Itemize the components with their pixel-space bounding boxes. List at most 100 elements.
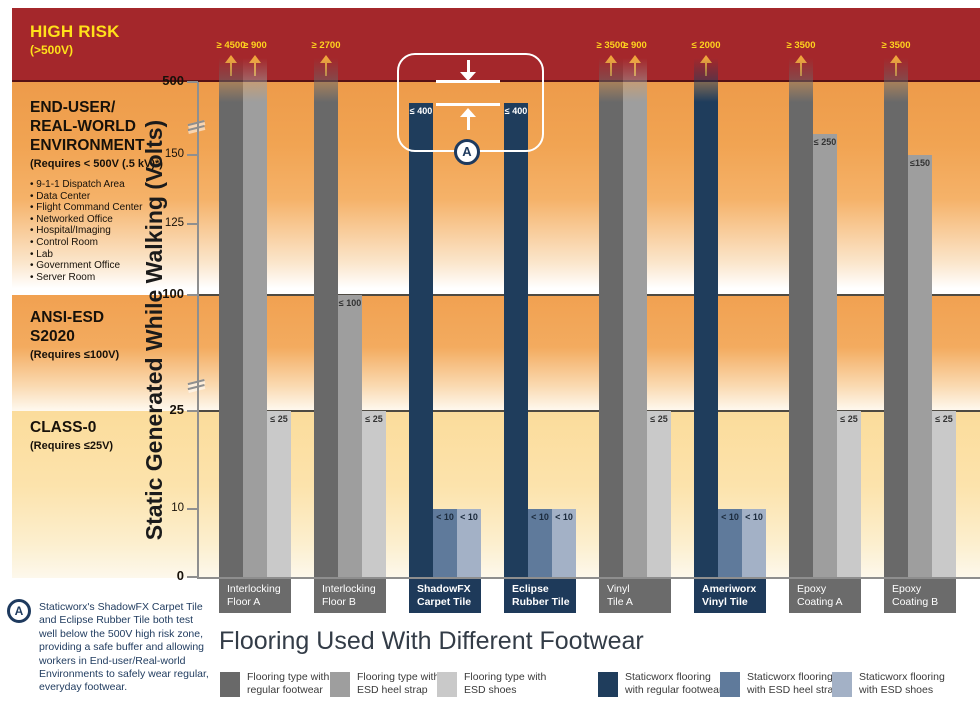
- category-label: ShadowFX Carpet Tile: [409, 579, 481, 613]
- bar: [789, 58, 813, 577]
- bar-value-label: ≥ 900: [623, 40, 647, 51]
- bar-value-label: < 10: [436, 512, 454, 522]
- bar: [694, 58, 718, 577]
- bar: [599, 58, 623, 577]
- legend-item: Flooring type with ESD shoes: [437, 671, 546, 697]
- bar-value-label: ≥ 4500: [216, 40, 246, 51]
- bar-value-label: ≤ 400: [504, 105, 528, 116]
- category-label-line: Ameriworx: [702, 583, 757, 595]
- y-tick-label: 25: [169, 402, 184, 417]
- bar-value-label: ≤ 400: [409, 105, 433, 116]
- callout-up-arrowhead: [460, 108, 476, 117]
- category-label: Epoxy Coating A: [789, 579, 861, 613]
- bar-value-label: < 10: [531, 512, 549, 522]
- category-label: Epoxy Coating B: [884, 579, 956, 613]
- callout-500v-line: [436, 80, 500, 83]
- bar-value-label: ≥ 3500: [786, 40, 816, 51]
- bar: ≤ 25: [647, 411, 671, 577]
- category-label-line: Vinyl Tile: [702, 596, 748, 608]
- bar: [314, 58, 338, 577]
- bar-value-label: ≤ 100: [338, 298, 362, 308]
- y-tick-label: 10: [171, 502, 184, 514]
- bar-value-label: ≤ 25: [935, 414, 953, 424]
- legend-label-line: Flooring type with: [247, 671, 330, 683]
- category-label-line: Interlocking: [227, 583, 281, 595]
- bar: < 10: [528, 509, 552, 577]
- y-tick-label: 500: [162, 73, 184, 88]
- bar: ≤ 250: [813, 134, 837, 577]
- category-label: Ameriworx Vinyl Tile: [694, 579, 766, 613]
- bar-value-label: ≥ 2700: [311, 40, 341, 51]
- y-tick-label: 150: [164, 148, 184, 160]
- zone-example: Hospital/Imaging: [30, 225, 163, 237]
- bar-value-label: ≤ 25: [840, 414, 858, 424]
- gridline-0v: [197, 577, 980, 579]
- chart-title: Flooring Used With Different Footwear: [219, 627, 644, 655]
- bar-value-label: ≤ 25: [650, 414, 668, 424]
- zone-example: 9-1-1 Dispatch Area: [30, 179, 163, 191]
- legend-label: Flooring type with ESD heel strap: [357, 671, 439, 697]
- callout-400v-line: [436, 103, 500, 106]
- y-tick-label: 125: [164, 217, 184, 229]
- legend-item: Staticworx flooring with ESD shoes: [832, 671, 945, 697]
- bar-value-label: ≤150: [910, 158, 930, 168]
- zone-examples-list: 9-1-1 Dispatch AreaData CenterFlight Com…: [30, 179, 163, 283]
- category-label-line: Tile A: [607, 596, 633, 608]
- zone-title-line: CLASS-0: [30, 419, 97, 436]
- callout-up-arrow: [467, 117, 470, 130]
- bar-value-label: ≥ 3500: [881, 40, 911, 51]
- gridline-25v: [197, 410, 980, 412]
- bar-value-label: ≤ 25: [365, 414, 383, 424]
- category-label-line: Rubber Tile: [512, 596, 570, 608]
- legend-swatch: [598, 672, 618, 697]
- zone-example: Control Room: [30, 237, 163, 249]
- y-tick-mark: [187, 410, 198, 412]
- bar-value-label: ≤ 25: [270, 414, 288, 424]
- legend-label-line: regular footwear: [247, 684, 323, 696]
- bar: ≤ 25: [932, 411, 956, 577]
- zone-example: Data Center: [30, 191, 163, 203]
- zone-title-line: HIGH RISK: [30, 22, 120, 41]
- legend-item: Flooring type with ESD heel strap: [330, 671, 439, 697]
- category-label-line: Interlocking: [322, 583, 376, 595]
- legend-swatch: [330, 672, 350, 697]
- legend-label: Staticworx flooring with ESD heel strap: [747, 671, 839, 697]
- zone-example: Networked Office: [30, 214, 163, 226]
- zone-title-line: ENVIRONMENT: [30, 137, 145, 154]
- bar: [623, 58, 647, 577]
- legend-label: Staticworx flooring with regular footwear: [625, 671, 722, 697]
- zone-label-3: CLASS-0 (Requires ≤25V): [30, 418, 113, 452]
- legend-label-line: with ESD heel strap: [747, 684, 840, 696]
- bar-value-label: < 10: [555, 512, 573, 522]
- y-tick-mark: [187, 294, 198, 296]
- category-label: Interlocking Floor B: [314, 579, 386, 613]
- legend-item: Staticworx flooring with regular footwear: [598, 671, 722, 697]
- zone-requirement: (Requires ≤100V): [30, 349, 120, 361]
- bar: ≤ 25: [837, 411, 861, 577]
- category-label-line: Coating A: [797, 596, 843, 608]
- category-label-line: Floor B: [322, 596, 356, 608]
- y-tick-label: 0: [176, 568, 184, 583]
- bar: ≤ 100: [338, 295, 362, 577]
- y-tick-mark: [187, 576, 198, 578]
- bar: [243, 58, 267, 577]
- y-tick-label: 100: [162, 286, 184, 301]
- bar: < 10: [718, 509, 742, 577]
- y-axis-line: [197, 82, 199, 578]
- legend-label-line: with ESD shoes: [859, 684, 934, 696]
- legend-label: Flooring type with ESD shoes: [464, 671, 546, 697]
- bar-value-label: ≥ 3500: [596, 40, 626, 51]
- bar-value-label: ≥ 900: [243, 40, 267, 51]
- bar: [219, 58, 243, 577]
- bar: ≤ 400: [409, 102, 433, 577]
- zone-example: Lab: [30, 249, 163, 261]
- zone-requirement: (>500V): [30, 43, 74, 57]
- zone-title-line: ANSI-ESD: [30, 309, 105, 326]
- zone-label-0: HIGH RISK (>500V): [30, 22, 120, 57]
- legend-label-line: Staticworx flooring: [747, 671, 833, 683]
- category-label-line: Epoxy: [892, 583, 922, 595]
- bar-value-label: < 10: [745, 512, 763, 522]
- category-label-line: Floor A: [227, 596, 261, 608]
